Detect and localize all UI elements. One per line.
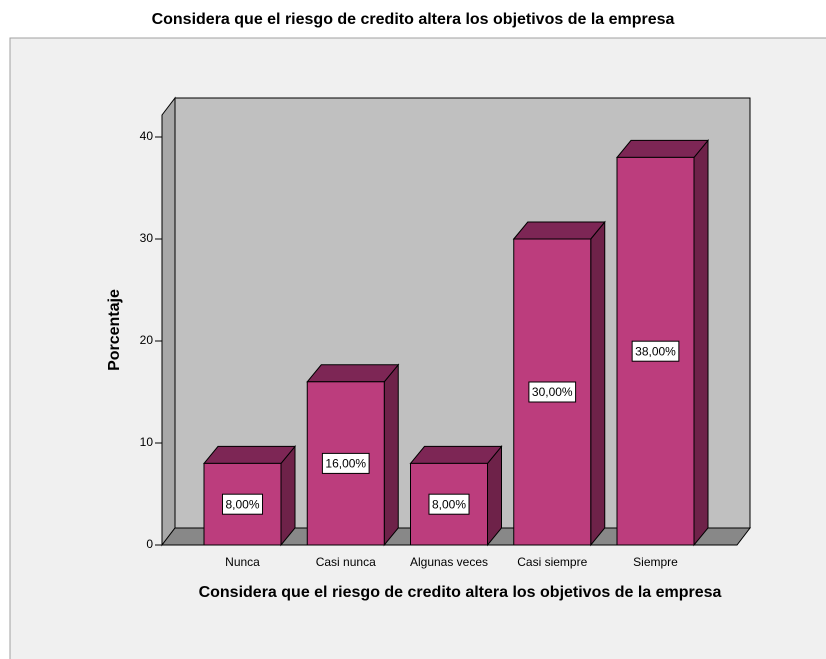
- y-tick-label: 0: [146, 537, 153, 551]
- value-label: 30,00%: [532, 385, 573, 399]
- value-label: 38,00%: [635, 344, 676, 358]
- value-label-box: [631, 340, 680, 362]
- y-axis-label: Porcentaje: [106, 289, 123, 371]
- bar-top: [202, 445, 297, 464]
- value-label: 16,00%: [325, 457, 366, 471]
- x-tick-label: Siempre: [633, 555, 678, 569]
- x-tick-label: Algunas veces: [410, 555, 488, 569]
- x-tick-label: Nunca: [225, 555, 260, 569]
- value-label: 8,00%: [432, 497, 466, 511]
- value-label-box: [221, 493, 264, 515]
- value-label: 8,00%: [225, 497, 259, 511]
- y-tick-label: 20: [140, 333, 154, 347]
- bar-side: [693, 139, 709, 547]
- bar-top: [512, 221, 606, 240]
- y-tick-label: 10: [140, 435, 154, 449]
- y-tick-label: 40: [140, 129, 154, 143]
- y-tick-label: 30: [140, 231, 154, 245]
- x-tick-label: Casi nunca: [316, 555, 376, 569]
- bar-top: [306, 364, 400, 383]
- bar-side: [383, 363, 399, 547]
- bar-top: [615, 139, 710, 158]
- x-tick-label: Casi siempre: [517, 555, 587, 569]
- value-label-box: [321, 452, 370, 474]
- value-label-box: [428, 493, 470, 515]
- bar-top: [409, 445, 503, 464]
- bar-side: [590, 220, 606, 547]
- chart-title: Considera que el riesgo de credito alter…: [152, 11, 675, 28]
- x-axis-label: Considera que el riesgo de credito alter…: [198, 584, 722, 601]
- side-wall: [161, 96, 176, 547]
- value-label-box: [528, 381, 577, 403]
